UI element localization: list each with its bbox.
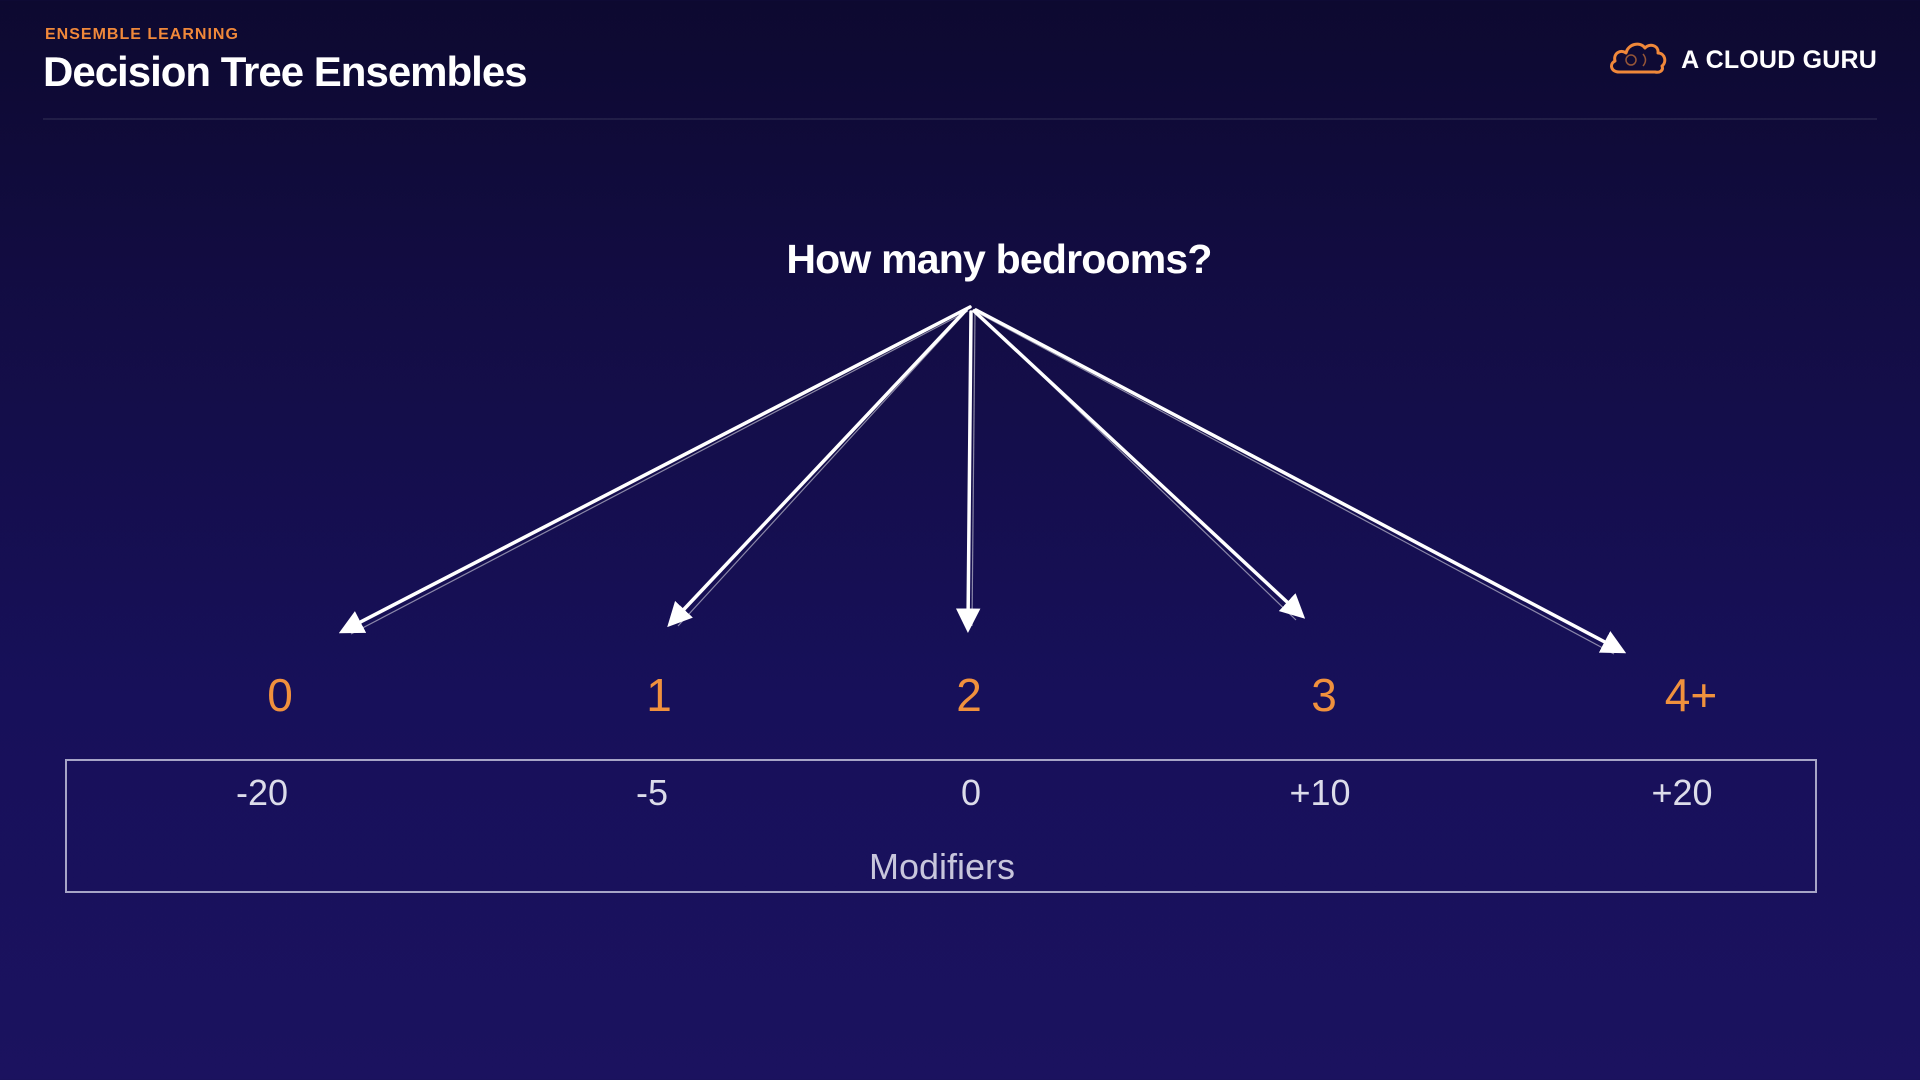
diagram-question: How many bedrooms? xyxy=(786,236,1212,282)
modifier-3: +10 xyxy=(1289,772,1351,813)
brand-name: A CLOUD GURU xyxy=(1681,46,1877,74)
option-0: 0 xyxy=(267,669,293,721)
cloud-logo-icon xyxy=(1607,38,1669,83)
modifier-1: -5 xyxy=(635,772,668,813)
arrow-to-option-4 xyxy=(974,308,1627,654)
modifiers-label: Modifiers xyxy=(868,846,1016,887)
modifier-0: -20 xyxy=(235,772,289,813)
modifier-2: 0 xyxy=(960,772,982,813)
arrow-to-option-3 xyxy=(972,309,1306,619)
brand-logo: A CLOUD GURU xyxy=(1607,38,1877,83)
option-2: 2 xyxy=(956,669,982,721)
option-3: 3 xyxy=(1311,669,1337,721)
arrow-to-option-0 xyxy=(338,305,972,634)
option-4: 4+ xyxy=(1664,669,1718,721)
header-divider xyxy=(43,118,1877,120)
header-kicker: ENSEMBLE LEARNING xyxy=(45,26,239,43)
arrow-to-option-1 xyxy=(667,308,968,628)
page-title: Decision Tree Ensembles xyxy=(43,48,528,95)
modifiers-box xyxy=(65,759,1817,893)
option-1: 1 xyxy=(646,669,672,721)
arrow-to-option-2 xyxy=(955,310,981,633)
modifier-4: +20 xyxy=(1651,772,1713,813)
